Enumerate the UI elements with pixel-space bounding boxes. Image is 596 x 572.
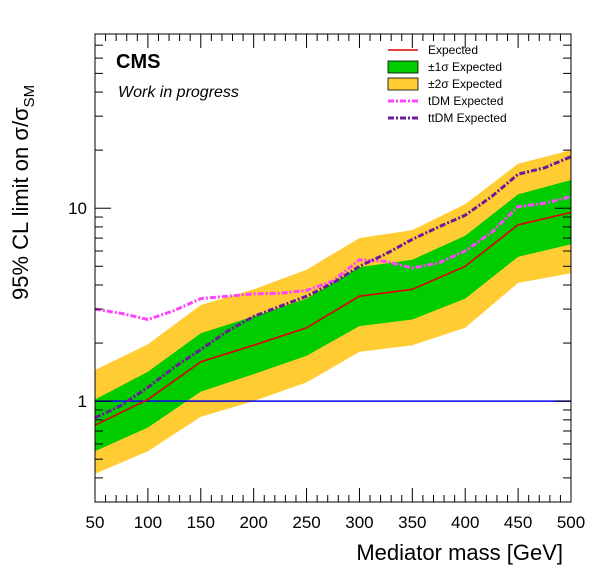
y-axis-title: 95% CL limit on σ/σSM [8,85,38,300]
work-in-progress-label: Work in progress [118,84,239,101]
x-tick-label: 350 [398,513,426,532]
y-axis-title-subscript: SM [21,85,38,108]
x-tick-label: 450 [504,513,532,532]
x-tick-label: 500 [557,513,585,532]
x-tick-label: 50 [86,513,105,532]
cms-label: CMS [116,51,160,73]
y-axis-title-main: 95% CL limit on [8,141,33,300]
legend-swatch [387,77,419,91]
x-tick-label: 200 [239,513,267,532]
x-tick-label: 250 [292,513,320,532]
tick-labels-layer: 50 100 150 200 250 300 350 400 450 500 1 10 [68,199,585,532]
legend-label: ±1σ Expected [428,60,502,74]
y-axis-title-sigma: σ/σ [8,107,33,141]
band-1sigma [95,180,571,452]
x-axis-title: Mediator mass [GeV] [356,540,563,565]
x-tick-label: 400 [451,513,479,532]
x-tick-label: 300 [345,513,373,532]
series-line-ttdm [94,155,572,420]
legend-label: ttDM Expected [428,111,507,125]
x-tick-label: 150 [187,513,215,532]
y-tick-label: 1 [78,392,87,411]
legend-label: ±2σ Expected [428,77,502,91]
lines-layer [94,155,572,426]
legend: Expected ±1σ Expected ±2σ Expected tDM Expe… [387,43,507,125]
plot-frame [94,33,572,503]
legend-swatch [387,60,419,74]
x-tick-label: 100 [134,513,162,532]
expected-line [94,211,572,426]
legend-label: Expected [428,43,478,57]
legend-label: tDM Expected [428,94,503,108]
series-line-tdm [94,195,572,322]
ticks-layer [94,33,572,503]
y-tick-label: 10 [68,199,87,218]
